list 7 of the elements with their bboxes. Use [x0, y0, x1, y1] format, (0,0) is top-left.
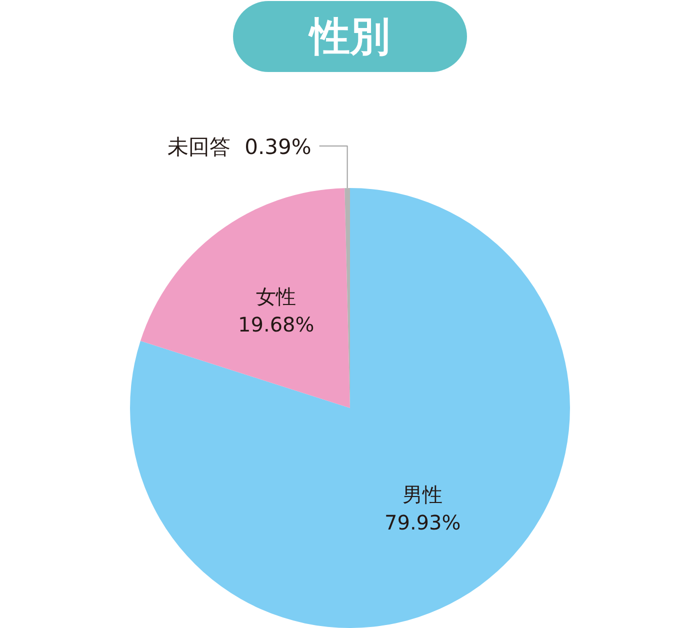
data-label: 0.39% [244, 135, 312, 160]
slice-label: 女性 [256, 284, 296, 308]
data-label: 79.93% [384, 510, 461, 535]
data-label: 19.68% [238, 312, 314, 336]
slice-label: 男性 [402, 482, 443, 507]
chart-title: 性別 [233, 1, 467, 72]
slice-label: 未回答 [168, 135, 231, 160]
